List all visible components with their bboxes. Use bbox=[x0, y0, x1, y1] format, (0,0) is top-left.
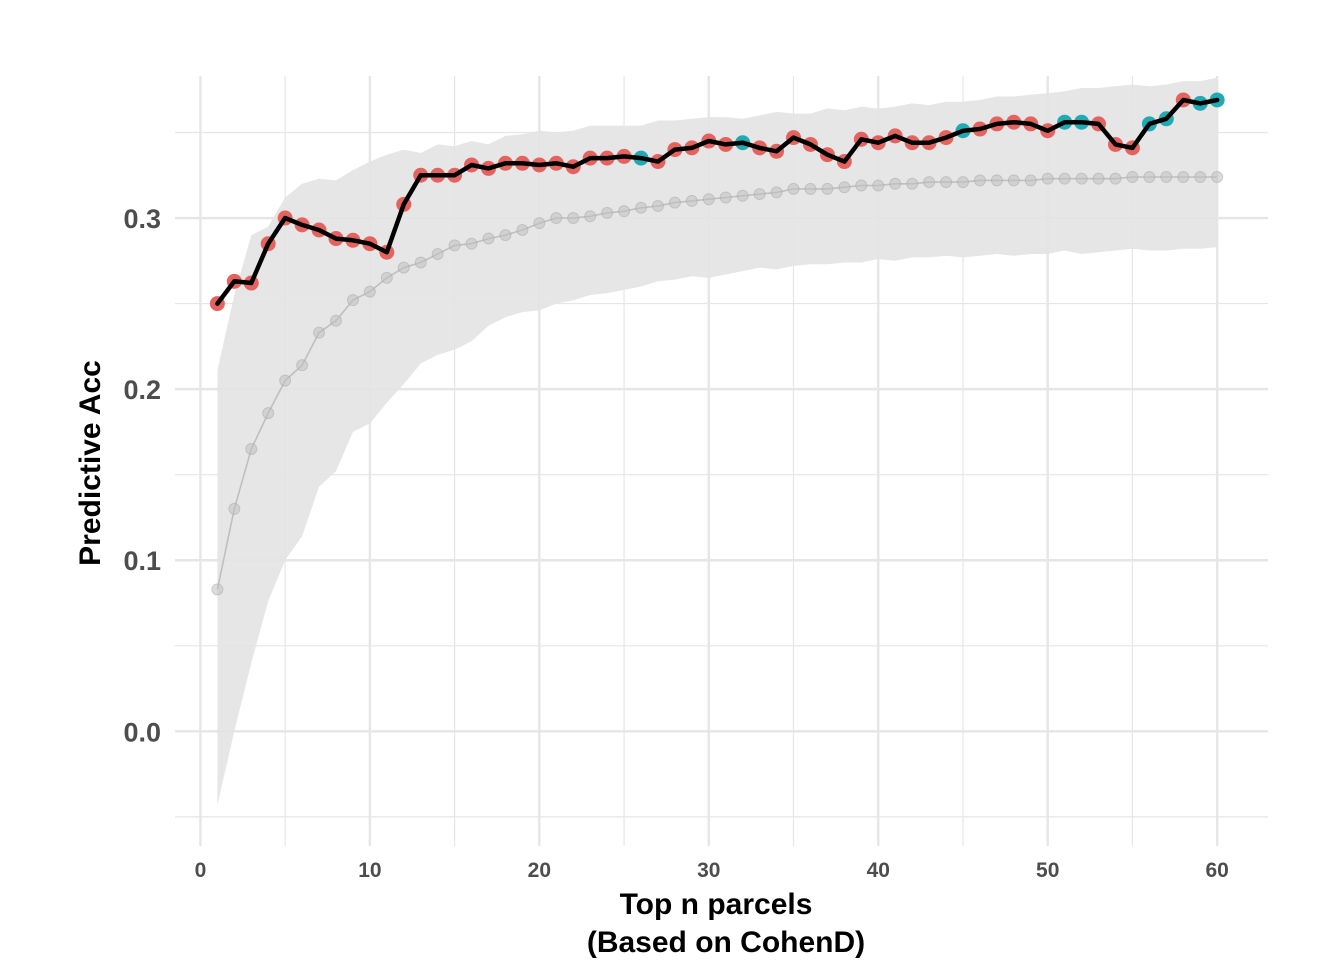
y-axis-ticks: 0.0 0.1 0.2 0.3 bbox=[123, 204, 161, 747]
y-tick-label: 0.1 bbox=[123, 546, 161, 576]
null-mean-point bbox=[499, 229, 512, 242]
null-mean-point bbox=[431, 247, 444, 260]
null-mean-point bbox=[906, 177, 919, 190]
null-mean-point bbox=[1160, 170, 1173, 183]
null-mean-point bbox=[533, 217, 546, 230]
null-mean-point bbox=[736, 189, 749, 202]
y-tick-label: 0.3 bbox=[123, 204, 161, 234]
null-mean-point bbox=[1109, 172, 1122, 185]
null-mean-point bbox=[296, 359, 309, 372]
null-mean-point bbox=[872, 179, 885, 192]
null-mean-layer bbox=[211, 170, 1224, 596]
null-mean-point bbox=[1143, 170, 1156, 183]
null-mean-point bbox=[601, 206, 614, 219]
null-mean-point bbox=[889, 177, 902, 190]
null-mean-point bbox=[1092, 172, 1105, 185]
null-mean-point bbox=[228, 502, 241, 515]
null-mean-point bbox=[329, 314, 342, 327]
null-mean-point bbox=[618, 205, 631, 218]
observed-line bbox=[215, 97, 1220, 306]
null-mean-point bbox=[1041, 172, 1054, 185]
null-mean-point bbox=[584, 210, 597, 223]
null-mean-point bbox=[1058, 172, 1071, 185]
null-mean-point bbox=[211, 583, 224, 596]
null-mean-point bbox=[804, 182, 817, 195]
null-ribbon-layer bbox=[217, 77, 1218, 805]
null-mean-point bbox=[651, 200, 664, 213]
x-tick-label: 10 bbox=[358, 859, 381, 882]
null-mean-point bbox=[702, 193, 715, 206]
null-mean-point bbox=[516, 224, 529, 236]
x-axis-title-line2: (Based on CohenD) bbox=[587, 926, 865, 959]
null-mean-point bbox=[414, 256, 427, 269]
null-mean-point bbox=[753, 188, 766, 201]
null-mean-point bbox=[668, 196, 681, 209]
null-mean-point bbox=[550, 212, 563, 225]
null-mean-point bbox=[1126, 170, 1139, 183]
null-mean-point bbox=[567, 212, 580, 225]
null-mean-point bbox=[363, 285, 376, 298]
null-mean-point bbox=[262, 407, 275, 420]
null-mean-point bbox=[397, 261, 410, 274]
x-tick-label: 30 bbox=[697, 859, 720, 882]
null-mean-point bbox=[923, 176, 936, 189]
null-mean-point bbox=[956, 176, 969, 189]
null-mean-point bbox=[635, 201, 648, 214]
x-tick-label: 40 bbox=[867, 859, 890, 882]
x-axis-ticks: 0 10 20 30 40 50 60 bbox=[195, 859, 1229, 882]
null-mean-point bbox=[245, 443, 258, 456]
x-tick-label: 20 bbox=[528, 859, 551, 882]
y-axis-title: Predictive Acc bbox=[74, 360, 107, 566]
null-mean-point bbox=[770, 186, 783, 199]
null-mean-point bbox=[821, 182, 834, 195]
y-tick-label: 0.0 bbox=[123, 717, 161, 747]
null-mean-point bbox=[1075, 172, 1088, 185]
null-ribbon bbox=[217, 77, 1218, 805]
x-tick-label: 50 bbox=[1036, 859, 1059, 882]
null-mean-point bbox=[685, 194, 698, 207]
x-tick-label: 60 bbox=[1205, 859, 1228, 882]
null-mean-point bbox=[482, 232, 495, 245]
null-mean-point bbox=[973, 174, 986, 187]
null-mean-point bbox=[1177, 170, 1190, 183]
observed-line-layer bbox=[215, 97, 1220, 306]
x-axis-title-line1: Top n parcels bbox=[620, 888, 813, 921]
null-mean-point bbox=[279, 374, 292, 387]
null-mean-point bbox=[448, 239, 461, 252]
null-mean-point bbox=[1024, 174, 1037, 187]
null-mean-point bbox=[990, 174, 1003, 187]
null-mean-point bbox=[1211, 170, 1224, 183]
null-mean-point bbox=[838, 181, 851, 194]
x-tick-label: 0 bbox=[195, 859, 207, 882]
null-mean-point bbox=[1194, 170, 1207, 183]
null-mean-point bbox=[380, 271, 393, 284]
null-mean-point bbox=[719, 191, 732, 204]
null-mean-point bbox=[787, 182, 800, 195]
null-mean-point bbox=[313, 326, 326, 339]
null-mean-point bbox=[855, 179, 868, 192]
null-mean-point bbox=[346, 294, 359, 307]
null-mean-point bbox=[940, 176, 953, 189]
null-mean-point bbox=[465, 237, 478, 250]
y-tick-label: 0.2 bbox=[123, 375, 161, 405]
null-mean-point bbox=[1007, 174, 1020, 187]
